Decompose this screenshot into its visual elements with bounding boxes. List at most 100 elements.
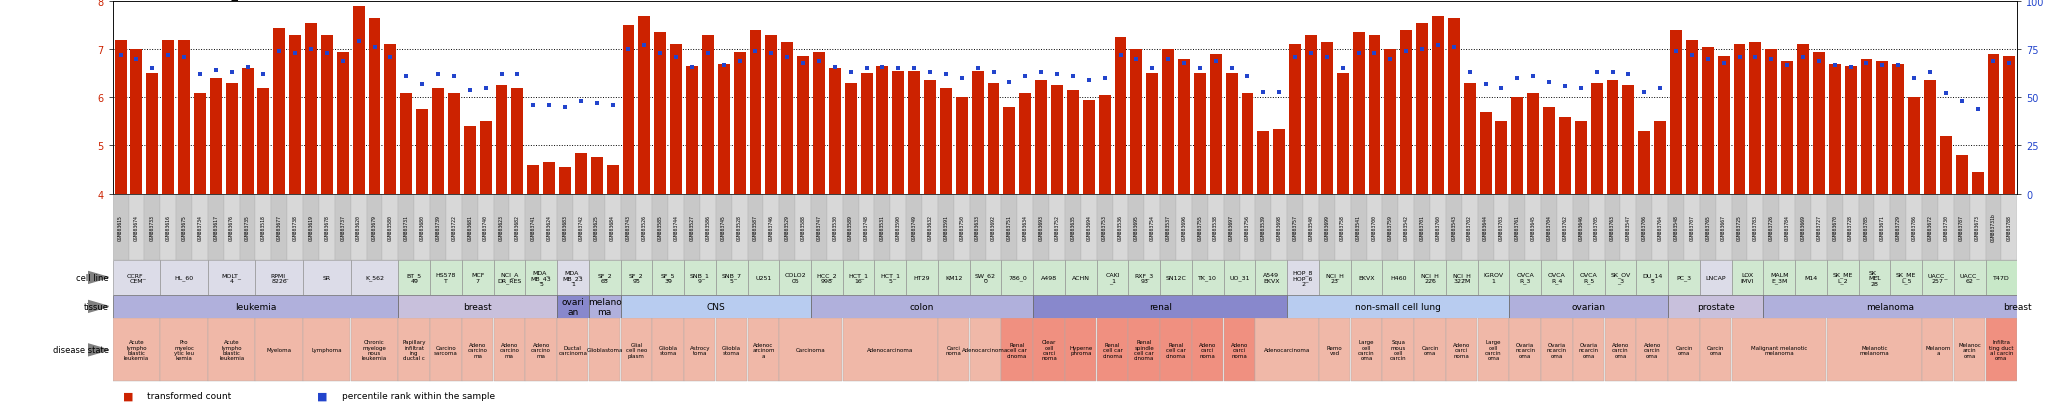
Point: [850, 66, 883, 73]
Text: MCF
7: MCF 7: [471, 273, 485, 283]
Text: GSM803742: GSM803742: [578, 214, 584, 240]
Point: [770, 55, 803, 61]
Bar: [1001, 319, 1032, 381]
Bar: [305, 24, 317, 386]
Point: [803, 58, 836, 65]
Text: GSM803634: GSM803634: [1022, 214, 1028, 240]
Point: [819, 64, 852, 71]
Bar: [1718, 57, 1731, 386]
Text: TK_10: TK_10: [1198, 275, 1217, 280]
Bar: [1956, 156, 1968, 386]
Bar: [1542, 108, 1554, 386]
Bar: [1700, 319, 1731, 381]
Bar: [145, 74, 158, 386]
Text: GSM803784: GSM803784: [1784, 214, 1790, 240]
Text: Adeno
carcino
ma: Adeno carcino ma: [530, 342, 551, 358]
Bar: [750, 31, 762, 386]
Bar: [1223, 319, 1255, 381]
Bar: [1780, 194, 1794, 260]
Text: MDA_
MB_43
5: MDA_ MB_43 5: [530, 269, 551, 286]
Text: GSM803541: GSM803541: [1356, 214, 1362, 240]
Point: [1120, 56, 1153, 63]
Point: [1073, 78, 1106, 84]
Bar: [1509, 260, 1540, 295]
Bar: [209, 79, 221, 386]
Bar: [1937, 194, 1954, 260]
Bar: [209, 319, 256, 381]
Bar: [113, 260, 160, 295]
Bar: [1636, 194, 1653, 260]
Bar: [1686, 40, 1698, 386]
Bar: [1731, 260, 1763, 295]
Point: [756, 51, 788, 57]
Point: [1057, 74, 1090, 80]
Bar: [1669, 31, 1681, 386]
Bar: [1573, 194, 1589, 260]
Bar: [1700, 260, 1731, 295]
Text: Renal
cell car
cinoma: Renal cell car cinoma: [1165, 342, 1186, 358]
Bar: [494, 194, 510, 260]
Text: COLO2
05: COLO2 05: [784, 273, 807, 283]
Text: Adenocarcinoma: Adenocarcinoma: [963, 347, 1010, 353]
Text: leukemia: leukemia: [236, 302, 276, 311]
Bar: [524, 319, 557, 381]
Bar: [1128, 194, 1145, 260]
Bar: [797, 57, 809, 386]
Bar: [1192, 260, 1223, 295]
Bar: [1858, 260, 1890, 295]
Text: GSM803669: GSM803669: [1800, 214, 1806, 240]
Bar: [829, 69, 842, 386]
Bar: [780, 43, 793, 386]
Bar: [322, 36, 334, 386]
Point: [279, 51, 311, 57]
Bar: [893, 72, 905, 386]
Text: GSM803591: GSM803591: [944, 214, 948, 240]
Text: GSM803619: GSM803619: [309, 214, 313, 240]
Text: GSM803754: GSM803754: [1149, 214, 1155, 240]
Text: NCI_H
322M: NCI_H 322M: [1452, 272, 1470, 283]
Bar: [651, 319, 684, 381]
Bar: [256, 194, 270, 260]
Text: GSM803725: GSM803725: [1737, 214, 1743, 240]
Bar: [907, 72, 920, 386]
Point: [1137, 66, 1169, 73]
Point: [565, 99, 598, 105]
Point: [1438, 45, 1470, 52]
Text: GSM803620: GSM803620: [356, 214, 360, 240]
Bar: [1241, 93, 1253, 386]
Text: GSM803743: GSM803743: [627, 214, 631, 240]
Text: Chronic
myeloge
nous
leukemia: Chronic myeloge nous leukemia: [362, 339, 387, 361]
Point: [1786, 55, 1819, 61]
Bar: [1413, 260, 1446, 295]
Bar: [813, 52, 825, 386]
Bar: [717, 64, 729, 386]
Text: 786_0: 786_0: [1008, 275, 1026, 280]
Bar: [778, 194, 795, 260]
Text: Melanotic
melanoma: Melanotic melanoma: [1860, 345, 1890, 355]
Text: GSM803695: GSM803695: [1135, 214, 1139, 240]
Point: [1010, 74, 1042, 80]
Bar: [352, 7, 365, 386]
Text: T47D: T47D: [1993, 275, 2009, 280]
Bar: [178, 40, 190, 386]
Text: breast: breast: [463, 302, 492, 311]
Text: SK_
MEL
28: SK_ MEL 28: [1868, 270, 1880, 286]
Text: GSM803580: GSM803580: [387, 214, 393, 240]
Point: [1200, 58, 1233, 65]
Point: [453, 87, 485, 94]
Text: GSM803758: GSM803758: [1339, 214, 1346, 240]
Point: [1929, 91, 1962, 97]
Text: Acute
lympho
blastic
leukemia: Acute lympho blastic leukemia: [123, 339, 150, 361]
Bar: [1575, 122, 1587, 386]
Bar: [1763, 194, 1780, 260]
Text: Carcino
sarcoma: Carcino sarcoma: [434, 345, 459, 355]
Text: GSM803589: GSM803589: [848, 214, 854, 240]
Text: Carcin
oma: Carcin oma: [1675, 345, 1692, 355]
Point: [1722, 55, 1755, 61]
Text: GSM803673: GSM803673: [1974, 214, 1980, 240]
Bar: [1448, 19, 1460, 386]
Bar: [844, 194, 858, 260]
Text: OVCA
R_3: OVCA R_3: [1516, 272, 1534, 283]
Text: GSM803683: GSM803683: [563, 214, 567, 240]
Text: GSM803762: GSM803762: [1563, 214, 1567, 240]
